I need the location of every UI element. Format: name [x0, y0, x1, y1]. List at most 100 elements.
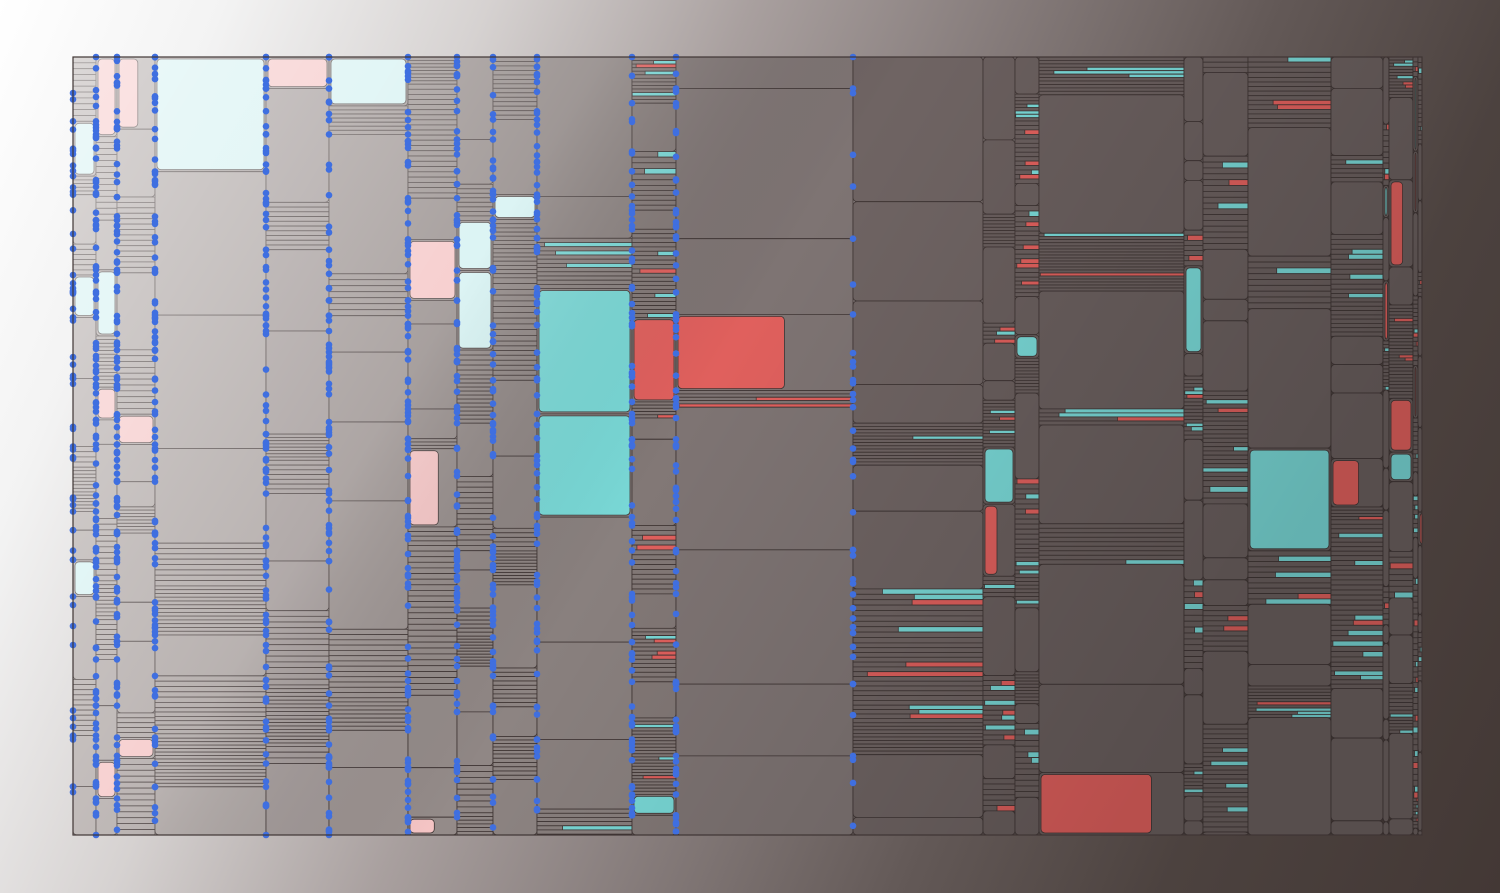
- node-dot: [849, 427, 857, 435]
- node-dot: [262, 189, 270, 197]
- node-dot: [453, 403, 461, 411]
- node-dot: [151, 333, 159, 341]
- node-dot: [262, 572, 270, 580]
- node-dot: [533, 209, 541, 216]
- node-dot: [453, 168, 461, 175]
- node-dot: [113, 702, 121, 709]
- node-dot: [672, 326, 680, 334]
- node-dot: [489, 824, 497, 831]
- node-dot: [672, 224, 680, 231]
- node-dot: [628, 455, 636, 463]
- node-dot: [404, 496, 412, 504]
- node-dot: [404, 518, 412, 525]
- node-dot: [92, 736, 100, 743]
- node-dot: [533, 594, 541, 601]
- node-dot: [453, 529, 461, 536]
- node-dot: [489, 611, 497, 619]
- node-dot: [92, 133, 100, 140]
- node-dot: [262, 591, 270, 599]
- node-dot: [489, 549, 497, 556]
- node-dot: [113, 684, 121, 691]
- node-dot: [533, 216, 541, 223]
- node-dot: [672, 189, 680, 196]
- node-dot: [628, 804, 636, 812]
- node-dot: [533, 470, 541, 477]
- node-dot: [672, 441, 680, 449]
- node-dot: [533, 604, 541, 612]
- node-dot: [453, 598, 461, 605]
- node-dot: [151, 687, 159, 694]
- node-dot: [325, 317, 333, 324]
- node-dot: [151, 156, 159, 163]
- node-dot: [849, 311, 857, 318]
- node-dot: [404, 347, 412, 355]
- node-dot: [453, 86, 461, 93]
- node-dot: [453, 211, 461, 219]
- node-dot: [404, 446, 412, 454]
- node-dot: [325, 715, 333, 722]
- node-dot: [533, 392, 541, 399]
- node-dot: [849, 779, 857, 787]
- node-dot: [628, 398, 636, 406]
- node-dot: [453, 97, 461, 105]
- node-dot: [151, 817, 159, 824]
- node-dot: [262, 663, 270, 671]
- node-dot: [113, 433, 121, 441]
- node-dot: [849, 653, 857, 661]
- node-dot: [113, 826, 121, 834]
- node-dot: [325, 466, 333, 474]
- node-dot: [453, 70, 461, 78]
- node-dot: [453, 491, 461, 498]
- node-dot: [672, 262, 680, 269]
- node-dot: [325, 385, 333, 393]
- node-dot: [849, 358, 857, 366]
- node-dot: [533, 181, 541, 189]
- node-dot: [672, 88, 680, 96]
- node-dot: [92, 352, 100, 360]
- node-dot: [325, 229, 333, 236]
- node-dot: [849, 615, 857, 622]
- node-dot: [489, 411, 497, 419]
- node-dot: [489, 338, 497, 346]
- node-dot: [533, 807, 541, 814]
- node-dot: [262, 534, 270, 541]
- node-dot: [672, 468, 680, 475]
- node-dot: [325, 246, 333, 253]
- node-dot: [404, 239, 412, 247]
- node-dot: [113, 449, 121, 457]
- node-dot: [628, 116, 636, 123]
- node-dot: [453, 236, 461, 244]
- node-dot: [92, 618, 100, 625]
- node-dot: [533, 620, 541, 628]
- node-dot: [453, 297, 461, 305]
- node-dot: [489, 450, 497, 458]
- node-dot: [151, 107, 159, 114]
- node-dot: [325, 539, 333, 547]
- node-dot: [92, 145, 100, 152]
- node-dot: [849, 445, 857, 452]
- node-dot: [453, 503, 461, 510]
- node-dot: [262, 611, 270, 619]
- node-dot: [849, 473, 857, 480]
- node-dot: [404, 131, 412, 138]
- node-dot: [453, 547, 461, 554]
- node-dot: [489, 733, 497, 740]
- node-dot: [113, 339, 121, 346]
- node-dot: [453, 768, 461, 776]
- node-dot: [262, 677, 270, 684]
- node-dot: [849, 756, 857, 764]
- node-dot: [404, 116, 412, 124]
- node-dot: [404, 440, 412, 448]
- node-dot: [672, 127, 680, 135]
- node-dot: [113, 543, 121, 551]
- node-dot: [113, 556, 121, 563]
- node-dot: [325, 443, 333, 451]
- node-dot: [533, 285, 541, 292]
- node-dot: [262, 541, 270, 548]
- node-dot: [628, 722, 636, 729]
- node-dot: [404, 69, 412, 77]
- node-dot: [404, 247, 412, 255]
- node-dot: [489, 208, 497, 215]
- node-dot: [533, 300, 541, 308]
